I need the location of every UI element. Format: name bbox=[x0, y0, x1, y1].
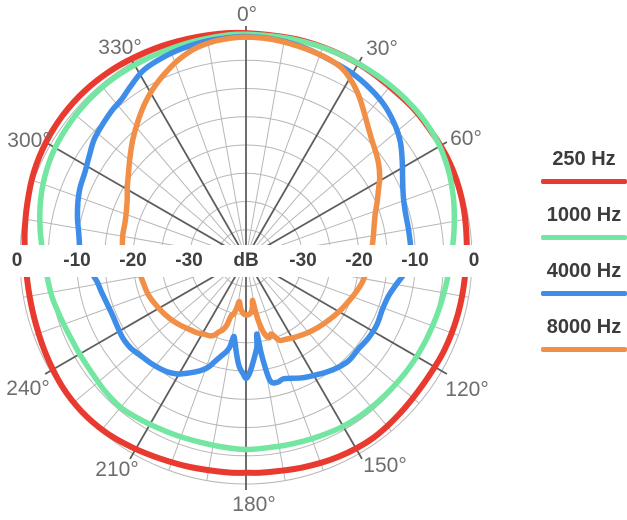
grid-spoke-minor bbox=[72, 112, 239, 252]
legend: 250 Hz 1000 Hz 4000 Hz 8000 Hz bbox=[541, 147, 627, 371]
legend-label: 4000 Hz bbox=[546, 260, 622, 282]
grid-spoke-major bbox=[129, 56, 242, 250]
db-axis-label: -20 bbox=[119, 250, 147, 271]
angle-label: 120° bbox=[445, 378, 489, 401]
series-curve-1000hz bbox=[37, 31, 458, 453]
legend-color-line bbox=[541, 179, 627, 184]
legend-label: 1000 Hz bbox=[546, 204, 622, 226]
grid-spoke-major bbox=[44, 141, 238, 254]
legend-entry: 250 Hz bbox=[541, 147, 627, 184]
db-axis-label: -20 bbox=[345, 250, 373, 271]
grid-spoke-minor bbox=[252, 84, 392, 251]
angle-label: 180° bbox=[232, 493, 276, 516]
legend-entry: 8000 Hz bbox=[541, 315, 627, 352]
legend-color-line bbox=[541, 235, 627, 240]
legend-label: 8000 Hz bbox=[546, 316, 622, 338]
series-curve-250hz bbox=[21, 29, 470, 476]
legend-color-line bbox=[541, 347, 627, 352]
grid-spoke-minor bbox=[33, 180, 237, 256]
angle-label: 210° bbox=[95, 458, 139, 481]
grid-spoke-major bbox=[250, 56, 363, 250]
legend-entry: 1000 Hz bbox=[541, 203, 627, 240]
angle-label: 240° bbox=[6, 377, 50, 400]
grid-spoke-major bbox=[129, 266, 242, 460]
angle-label: 0° bbox=[236, 3, 258, 26]
angle-label: 60° bbox=[450, 127, 482, 150]
grid-spoke-minor bbox=[247, 35, 286, 249]
db-axis-label: -10 bbox=[401, 250, 429, 271]
angle-label: 30° bbox=[366, 37, 398, 60]
grid-spoke-major bbox=[254, 141, 448, 254]
series-curve-8000hz bbox=[119, 34, 383, 344]
legend-label: 250 Hz bbox=[552, 148, 616, 170]
db-axis-label: 0 bbox=[11, 250, 23, 271]
grid-spoke-minor bbox=[72, 264, 239, 404]
grid-spoke-major bbox=[44, 262, 238, 375]
legend-entry: 4000 Hz bbox=[541, 259, 627, 296]
axis-label-band bbox=[0, 245, 496, 277]
grid-spoke-minor bbox=[255, 180, 459, 256]
grid-spoke-minor bbox=[100, 265, 240, 432]
grid-spoke-minor bbox=[248, 45, 324, 249]
db-axis-label: 0 bbox=[468, 250, 480, 271]
db-axis-label: -30 bbox=[175, 250, 203, 271]
grid-spoke-minor bbox=[206, 35, 245, 249]
db-axis-label: -10 bbox=[63, 250, 91, 271]
angle-label: 330° bbox=[98, 36, 142, 59]
grid-spoke-minor bbox=[100, 84, 240, 251]
db-unit-label: dB bbox=[233, 250, 259, 271]
grid-spoke-minor bbox=[252, 265, 392, 432]
legend-color-line bbox=[541, 291, 627, 296]
db-axis-label: -30 bbox=[289, 250, 317, 271]
angle-label: 300° bbox=[7, 129, 51, 152]
grid-spoke-minor bbox=[168, 45, 244, 249]
grid-spoke-minor bbox=[253, 112, 420, 252]
angle-label: 150° bbox=[363, 454, 407, 477]
grid-spoke-minor bbox=[253, 264, 420, 404]
